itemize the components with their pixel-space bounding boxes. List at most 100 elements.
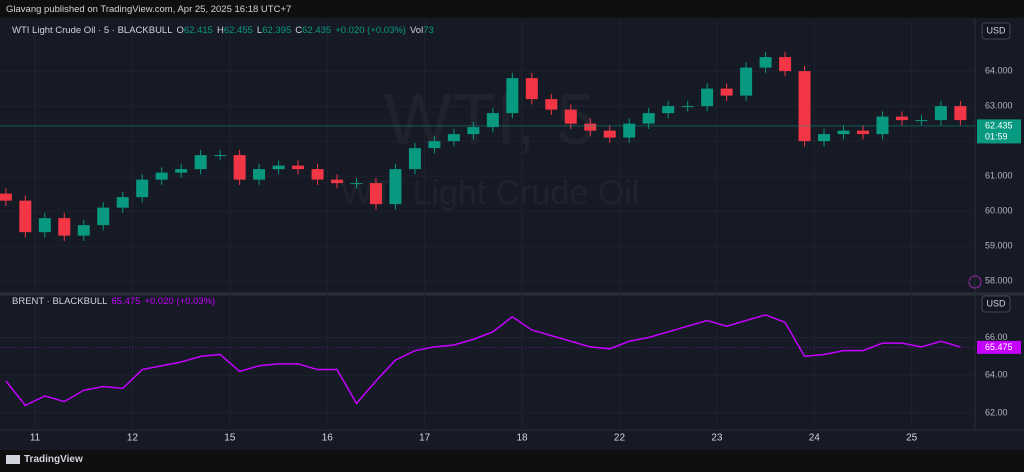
candle-body	[642, 113, 655, 124]
currency-button[interactable]	[981, 22, 1011, 40]
candle-body	[623, 123, 636, 138]
countdown: 01:59	[985, 131, 1008, 141]
watermark-subtitle: WTI Light Crude Oil	[341, 174, 640, 212]
candle-body	[0, 193, 12, 201]
candle-body	[564, 109, 577, 124]
legend-item: +0.020 (+0.03%)	[335, 25, 406, 36]
y-tick-label: 60.000	[985, 206, 1013, 216]
legend-item: L62.395	[257, 25, 291, 36]
legend-item: Vol73	[410, 25, 434, 36]
candle-body	[155, 172, 168, 180]
last-value: 65.475	[111, 296, 141, 307]
x-tick-label: 18	[517, 433, 529, 444]
y-tick-label: 62.00	[985, 407, 1008, 417]
candle-body	[701, 88, 714, 107]
legend-item: O62.415	[177, 25, 213, 36]
candle-body	[97, 207, 110, 226]
legend-label: H	[216, 25, 224, 36]
candle-body	[408, 148, 421, 170]
candle-body	[292, 165, 305, 170]
candle-body	[856, 130, 869, 135]
grid-layer	[0, 20, 975, 428]
currency-label[interactable]: USD	[986, 298, 1006, 308]
candle-body	[662, 106, 675, 114]
y-tick-label: 61.000	[985, 171, 1013, 181]
candle-body	[175, 169, 188, 173]
y-tick-label: 63.000	[985, 100, 1013, 110]
legend-value: 62.455	[223, 25, 253, 36]
candle-body	[954, 106, 967, 121]
x-tick-label: 25	[906, 433, 918, 444]
brand: TradingView	[24, 454, 83, 465]
legend-label: L	[256, 25, 263, 36]
legend-value: 62.395	[262, 25, 292, 36]
candle-body	[194, 155, 207, 170]
candle-body	[233, 155, 246, 180]
x-tick-label: 16	[322, 433, 334, 444]
last-price-label: 62.435	[985, 120, 1013, 130]
candle-body	[253, 169, 266, 180]
y-tick-label: 64.00	[985, 370, 1008, 380]
candle-body	[77, 225, 90, 236]
change: +0.020 (+0.03%)	[144, 296, 216, 307]
x-tick-label: 12	[127, 433, 139, 444]
marks-layer	[0, 51, 975, 407]
x-tick-label: 15	[224, 433, 236, 444]
candle-body	[272, 165, 285, 170]
price-line	[5, 314, 961, 407]
candle-body	[116, 197, 129, 208]
legend-value: 62.435	[302, 25, 332, 36]
y-tick-label: 58.000	[985, 276, 1013, 286]
candle-body	[525, 78, 538, 100]
candle-body	[447, 134, 460, 142]
candle-body	[19, 200, 32, 233]
symbol-title: WTI Light Crude Oil · 5 · BLACKBULL	[12, 25, 173, 36]
candle-body	[467, 127, 480, 135]
candle-body	[798, 71, 811, 142]
legend-item: H62.455	[217, 25, 253, 36]
x-tick-label: 24	[809, 433, 821, 444]
candle-body	[331, 179, 344, 184]
tradingview-logo	[6, 455, 20, 464]
publish-info: Glavang published on TradingView.com, Ap…	[6, 4, 292, 15]
candle-body	[759, 57, 772, 68]
currency-button[interactable]	[981, 295, 1011, 313]
candle-body	[38, 218, 51, 233]
candle-body	[934, 106, 947, 121]
candle-body	[837, 130, 850, 135]
candle-body	[389, 169, 402, 205]
candle-body	[428, 141, 441, 149]
x-tick-label: 22	[614, 433, 626, 444]
candle-body	[740, 67, 753, 96]
brent-legend: BRENT · BLACKBULL 65.475 +0.020 (+0.03%)	[12, 296, 215, 307]
legend-value: 62.415	[183, 25, 213, 36]
currency-label[interactable]: USD	[986, 25, 1006, 35]
legend-value: 73	[423, 25, 434, 36]
candle-body	[214, 155, 227, 157]
x-tick-label: 17	[419, 433, 431, 444]
candle-body	[720, 88, 733, 96]
candle-body	[603, 130, 616, 138]
candle-body	[779, 57, 792, 72]
y-tick-label: 64.000	[985, 65, 1013, 75]
candle-body	[486, 113, 499, 128]
candle-body	[311, 169, 324, 180]
x-tick-label: 23	[711, 433, 723, 444]
candle-body	[58, 218, 71, 236]
candle-body	[681, 106, 694, 108]
legend-label: Vol	[409, 25, 424, 36]
candle-body	[876, 116, 889, 135]
symbol-title: BRENT · BLACKBULL	[12, 296, 108, 307]
legend-value: +0.020 (+0.03%)	[335, 25, 406, 36]
candle-body	[895, 116, 908, 121]
candle-body	[506, 78, 519, 114]
last-price-label: 65.475	[985, 342, 1013, 352]
x-tick-label: 11	[30, 433, 41, 444]
candle-body	[545, 99, 558, 110]
legend-item: C62.435	[295, 25, 331, 36]
candle-body	[915, 120, 928, 122]
alert-icon[interactable]	[968, 275, 982, 289]
candle-body	[369, 183, 382, 205]
